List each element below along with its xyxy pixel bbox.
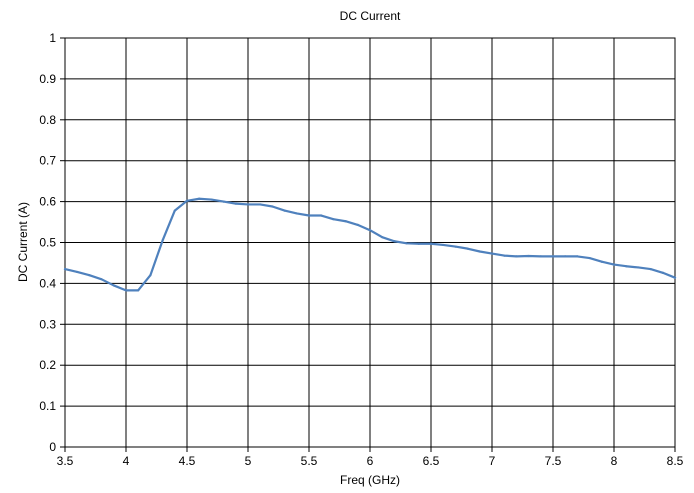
data-point — [112, 284, 115, 287]
data-point — [332, 218, 335, 221]
data-point — [381, 236, 384, 239]
x-tick-label: 7.5 — [545, 454, 562, 468]
y-axis-label: DC Current (A) — [16, 202, 30, 282]
data-point — [490, 252, 494, 255]
data-point — [137, 289, 140, 292]
x-tick-label: 4 — [123, 454, 130, 468]
x-tick-label: 7 — [489, 454, 496, 468]
x-tick-label: 8.5 — [667, 454, 684, 468]
x-tick-label: 8 — [611, 454, 618, 468]
y-axis: 0 0.1 0.2 0.3 0.4 0.5 0.6 0.7 0.8 0.9 1 — [39, 31, 65, 454]
data-point — [393, 240, 396, 243]
data-point — [173, 209, 176, 212]
data-point — [454, 245, 457, 248]
data-point — [625, 265, 628, 268]
y-tick-label: 1 — [49, 31, 56, 45]
data-point — [185, 199, 189, 202]
data-point — [539, 255, 542, 258]
data-point — [405, 242, 408, 245]
y-tick-label: 0.9 — [39, 72, 56, 86]
data-point — [307, 214, 311, 217]
y-tick-label: 0.5 — [39, 236, 56, 250]
data-point — [649, 267, 652, 271]
data-point — [210, 198, 213, 201]
data-point — [478, 250, 481, 253]
data-points — [63, 197, 677, 292]
x-tick-label: 5 — [245, 454, 252, 468]
y-tick-label: 0.3 — [39, 317, 56, 331]
data-point — [234, 202, 237, 205]
data-point — [612, 263, 616, 266]
x-axis-label: Freq (GHz) — [340, 473, 400, 487]
data-point — [576, 255, 579, 258]
data-point — [222, 200, 225, 203]
x-tick-label: 6.5 — [423, 454, 440, 468]
data-point — [161, 239, 164, 242]
data-point — [295, 212, 298, 215]
data-point — [551, 255, 555, 258]
data-point — [442, 243, 445, 247]
x-tick-label: 4.5 — [179, 454, 196, 468]
data-point — [149, 274, 152, 277]
data-point — [356, 223, 359, 227]
grid — [64, 37, 676, 448]
y-tick-label: 0.2 — [39, 358, 56, 372]
data-point — [417, 242, 420, 245]
x-tick-label: 6 — [367, 454, 374, 468]
data-point — [466, 247, 469, 250]
y-tick-label: 0 — [49, 440, 56, 454]
data-point — [600, 260, 603, 263]
data-point — [673, 276, 677, 279]
x-tick-label: 3.5 — [57, 454, 74, 468]
data-point — [320, 214, 323, 217]
data-point — [429, 242, 433, 245]
data-point — [503, 254, 506, 257]
data-point — [344, 220, 347, 223]
data-point — [661, 271, 664, 274]
data-point — [283, 209, 286, 212]
data-point — [588, 256, 591, 260]
chart-title: DC Current — [340, 9, 401, 23]
data-point — [76, 270, 79, 274]
data-point — [564, 255, 567, 258]
y-tick-label: 0.6 — [39, 195, 56, 209]
data-point — [637, 266, 640, 269]
y-tick-label: 0.4 — [39, 276, 56, 290]
data-point — [100, 278, 103, 281]
data-point — [259, 203, 262, 206]
x-axis: 3.5 4 4.5 5 5.5 6 6.5 7 7.5 8 8.5 — [57, 447, 684, 468]
y-tick-label: 0.7 — [39, 154, 56, 168]
x-tick-label: 5.5 — [301, 454, 318, 468]
data-point — [246, 203, 250, 206]
data-point — [63, 267, 67, 271]
data-point — [527, 254, 530, 258]
data-point — [124, 289, 128, 292]
y-tick-label: 0.8 — [39, 113, 56, 127]
data-point — [88, 274, 91, 277]
data-point — [198, 197, 201, 200]
data-point — [515, 255, 518, 258]
data-point — [271, 205, 274, 208]
data-point — [368, 229, 372, 232]
y-tick-label: 0.1 — [39, 399, 56, 413]
